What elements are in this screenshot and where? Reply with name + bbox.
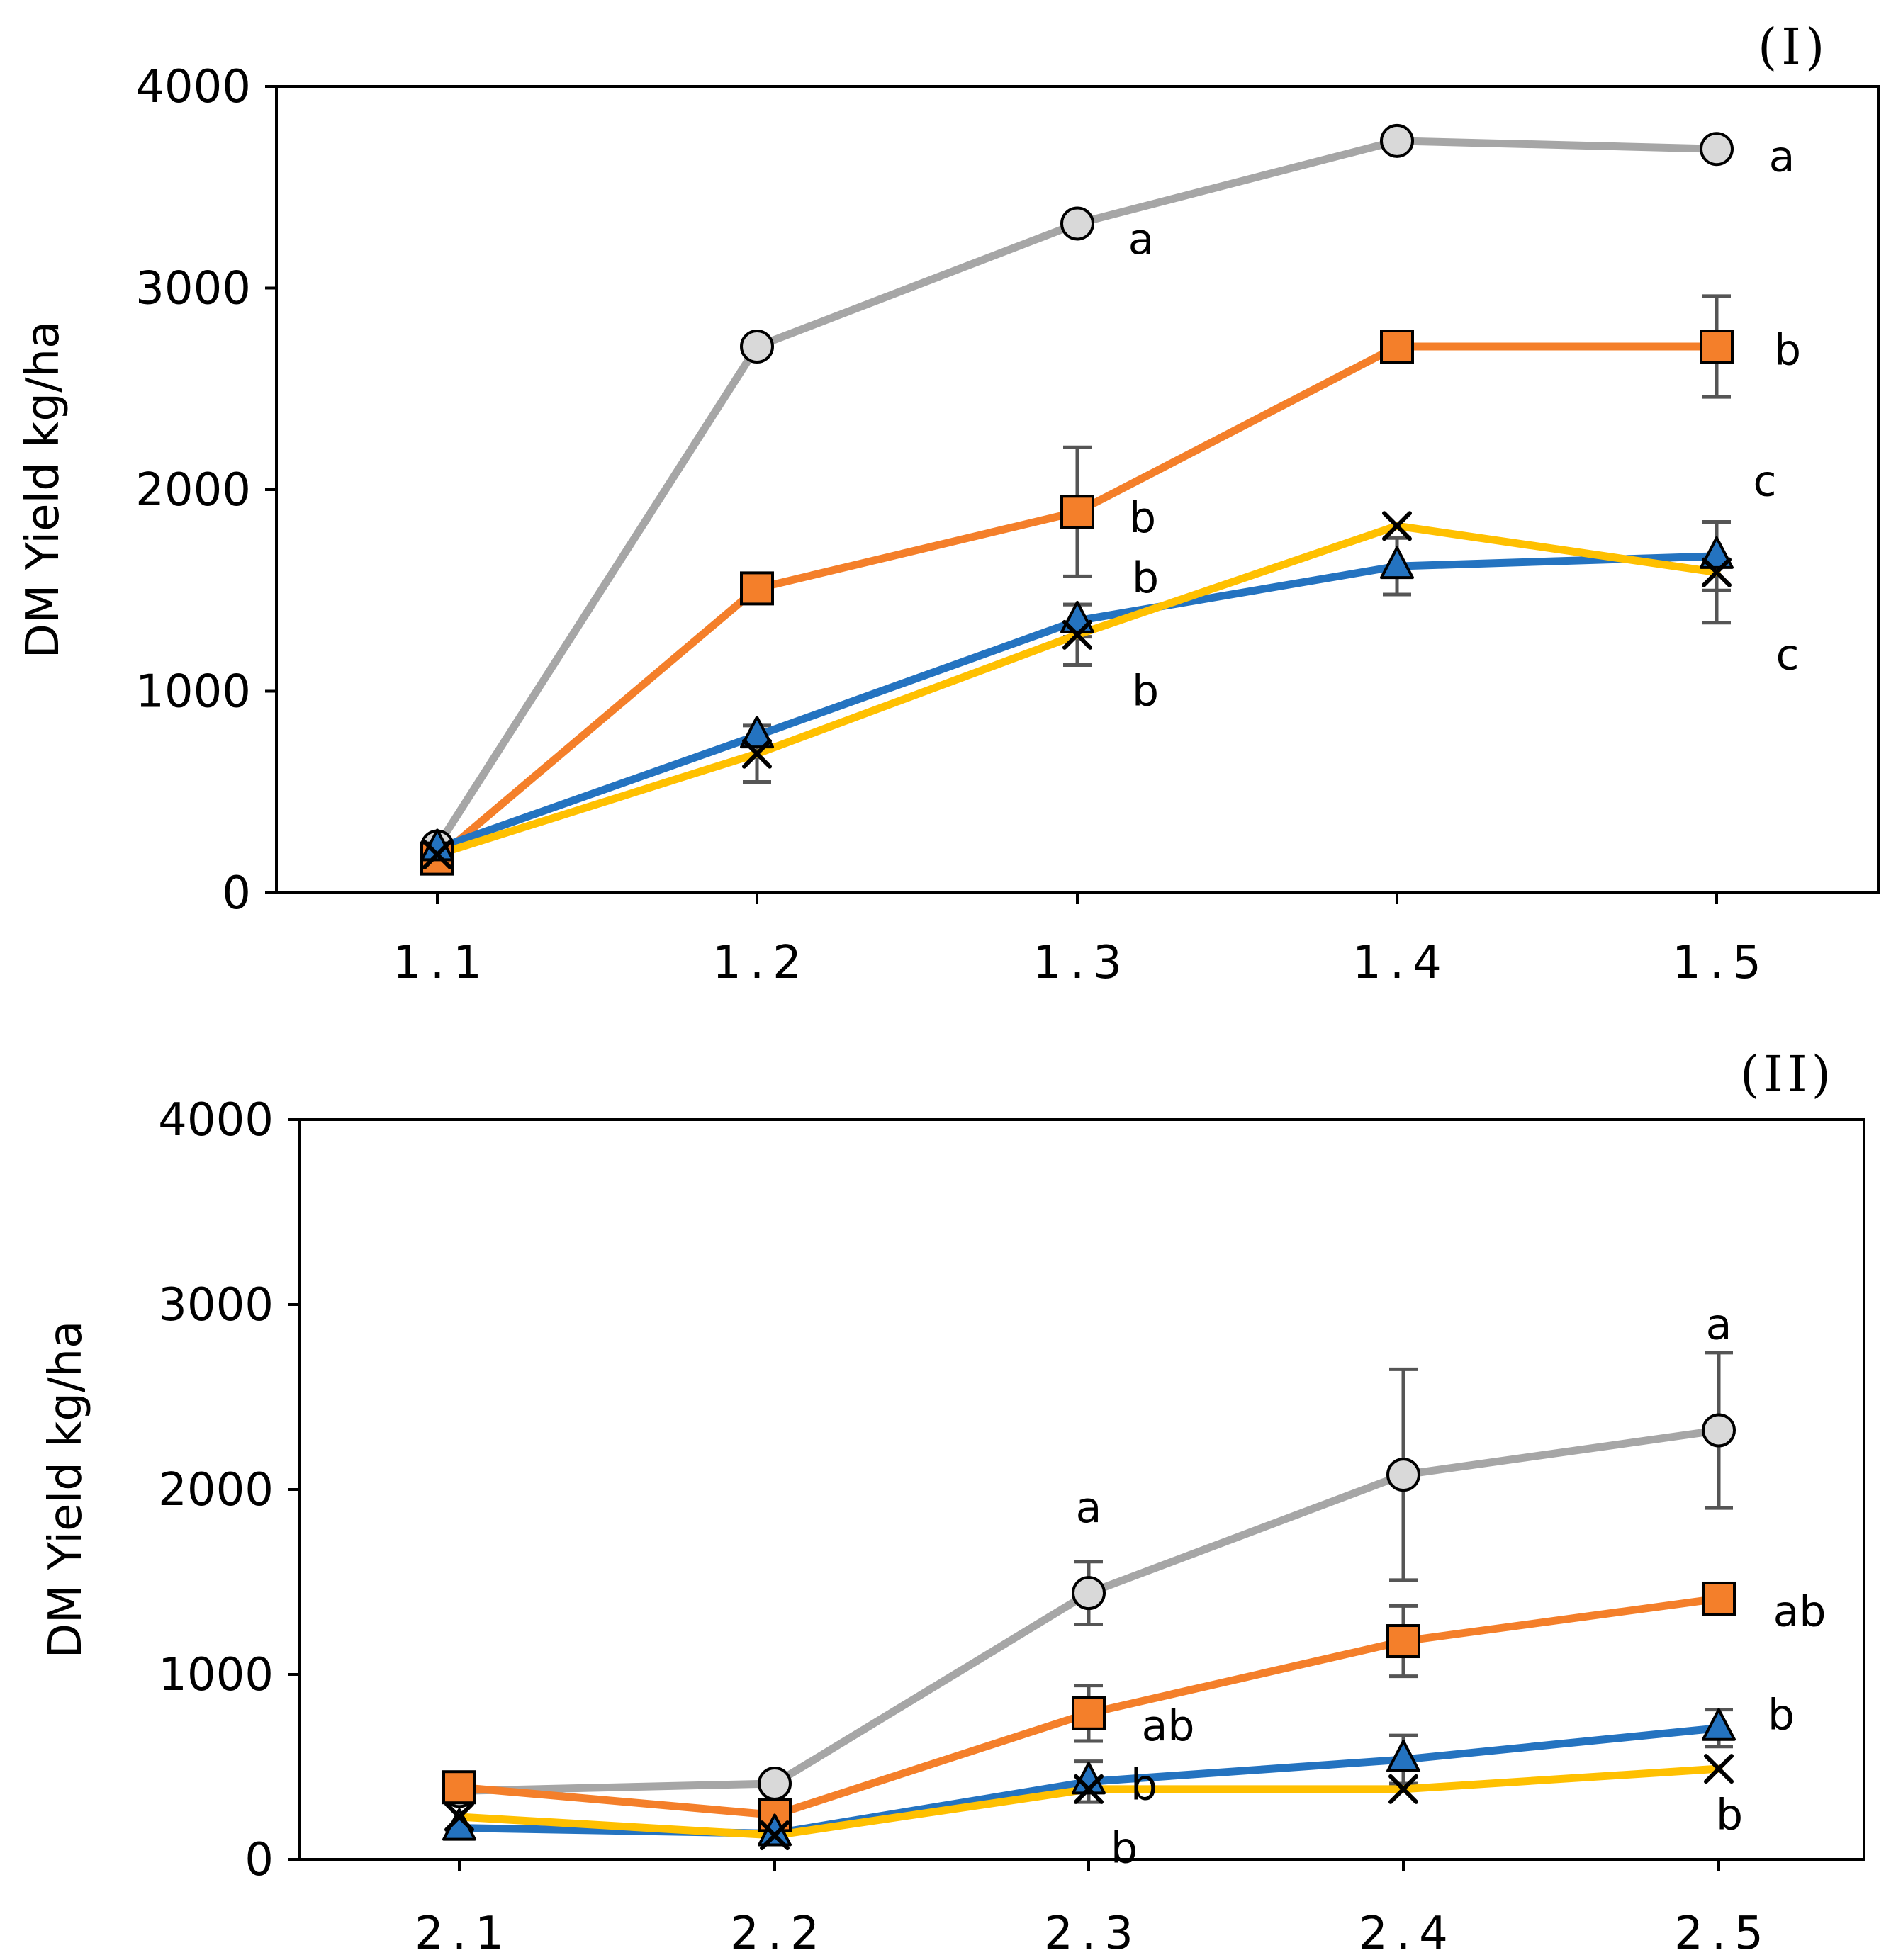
x-marker [1702,557,1732,587]
triangle-marker [1702,1708,1736,1741]
triangle-marker [1380,546,1414,580]
significance-letter: b [1774,326,1801,376]
square-marker [1386,1624,1420,1659]
circle-marker [1702,1413,1736,1448]
significance-letter: ab [1142,1701,1195,1751]
panel-label: (II) [1740,1045,1835,1103]
x-tick-label: 2.2 [730,1908,828,1960]
x-tick-label: 1.5 [1672,937,1770,989]
y-tick-label: 1000 [158,1649,274,1701]
panel-label: (I) [1758,18,1829,76]
significance-letter: ab [1773,1587,1827,1636]
circle-marker [740,330,774,364]
circle-marker [1060,206,1094,241]
y-tick-label: 4000 [158,1094,274,1147]
y-tick-label: 4000 [135,61,251,113]
circle-marker [1072,1576,1106,1611]
square-marker [1060,495,1094,529]
x-marker [1062,619,1092,650]
significance-letter: b [1768,1690,1795,1740]
x-marker [422,839,452,869]
x-marker [1382,511,1412,541]
triangle-marker [1700,536,1734,569]
chart-panel-2: 0 1000 2000 3000 4000 2.1 2.2 2.3 2.4 2.5 DM Yield… [40,1045,1865,1960]
y-tick-label: 3000 [158,1279,274,1331]
y-tick-label: 3000 [135,263,251,315]
circle-marker [1700,132,1734,167]
significance-letter: c [1776,630,1800,680]
x-marker [1074,1774,1104,1804]
x-marker [760,1820,790,1851]
significance-letter: a [1128,215,1155,264]
circle-marker [1386,1458,1420,1492]
significance-letter: b [1129,493,1156,543]
square-marker [1702,1581,1736,1616]
square-marker [1380,330,1414,364]
triangle-series-line [433,552,1721,852]
y-axis-title: DM Yield kg/ha [17,321,69,659]
x-tick-label: 2.1 [415,1908,512,1960]
x-marker [444,1801,474,1832]
significance-letter: a [1769,133,1795,182]
significance-letter: b [1132,553,1159,603]
circle-marker [758,1766,792,1801]
x-marker [742,738,772,769]
x-tick-label: 1.3 [1033,937,1130,989]
significance-letter: b [1130,1761,1157,1810]
y-tick-label: 2000 [135,464,251,517]
chart-panel-1: 0 1000 2000 3000 4000 1.1 1.2 1.3 1.4 1.5 DM Yield… [17,18,1880,989]
significance-letter: a [1706,1300,1732,1350]
triangle-marker [740,716,774,749]
y-tick-label: 1000 [135,666,251,719]
square-marker [1072,1696,1106,1730]
y-tick-label: 2000 [158,1464,274,1516]
x-tick-label: 2.5 [1674,1908,1772,1960]
x-tick-label: 1.4 [1352,937,1450,989]
square-marker [1700,330,1734,364]
y-tick-label: 0 [245,1834,274,1886]
significance-letter: b [1111,1823,1138,1873]
x-marker [1388,1774,1418,1804]
significance-letter: b [1132,667,1159,716]
x-tick-label: 2.4 [1359,1908,1457,1960]
square-marker [740,571,774,606]
y-axis-title: DM Yield kg/ha [40,1321,92,1659]
circle-marker [1380,123,1414,158]
x-marker [1704,1754,1734,1784]
triangle-marker [1072,1762,1106,1795]
significance-letter: c [1753,457,1777,507]
significance-letter: b [1716,1790,1743,1840]
y-tick-label: 0 [222,867,251,920]
x-tick-label: 1.1 [393,937,490,989]
x-tick-label: 1.2 [712,937,810,989]
square-marker [442,1770,476,1805]
triangle-marker [1386,1740,1420,1773]
x-tick-label: 2.3 [1044,1908,1142,1960]
significance-letter: a [1076,1483,1102,1533]
